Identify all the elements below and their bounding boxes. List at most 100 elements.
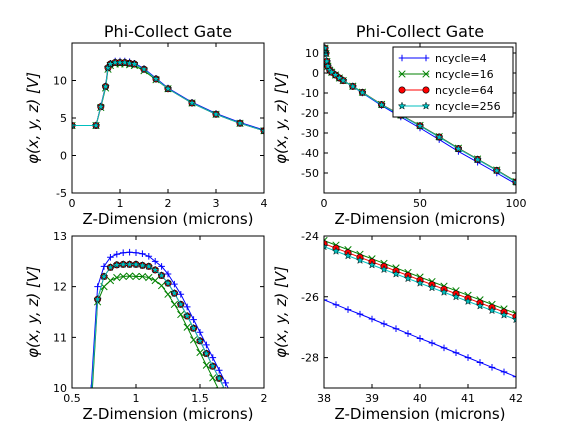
data-point <box>189 336 198 344</box>
x-tick-label: 1 <box>117 197 124 210</box>
data-point <box>454 144 463 153</box>
data-point <box>138 272 147 281</box>
data-point <box>170 300 179 309</box>
data-point <box>151 258 159 265</box>
data-point <box>183 303 191 311</box>
y-tick-label: 0 <box>60 150 67 163</box>
data-point <box>91 120 101 130</box>
data-point <box>144 261 154 271</box>
y-tick-label: 11 <box>53 331 67 344</box>
x-tick-label: 41 <box>461 392 475 405</box>
data-point <box>170 288 179 297</box>
y-tick-label: -24 <box>301 230 319 243</box>
legend-entry: ncycle=256 <box>397 100 501 113</box>
data-point <box>120 57 130 67</box>
data-point <box>163 278 173 287</box>
data-point <box>130 59 139 68</box>
data-point <box>196 348 204 357</box>
legend: ncycle=4 ncycle=16 ncycle=64 ncycle=256 <box>392 46 514 118</box>
data-point <box>488 364 496 371</box>
y-tick-label: 12 <box>53 281 67 294</box>
data-point <box>415 121 425 130</box>
data-point <box>96 102 106 111</box>
data-point <box>209 354 217 361</box>
data-point <box>163 84 173 93</box>
data-point <box>331 246 341 255</box>
x-tick-label: 40 <box>413 392 427 405</box>
data-point <box>380 320 388 328</box>
legend-label: ncycle=64 <box>435 84 494 97</box>
data-point <box>348 81 358 91</box>
data-point <box>211 109 221 118</box>
data-point <box>119 272 127 281</box>
y-tick-label: -40 <box>301 147 319 160</box>
data-point <box>214 373 224 383</box>
data-point <box>358 88 367 97</box>
data-point <box>202 349 211 358</box>
data-point <box>107 253 114 261</box>
data-point <box>434 132 444 141</box>
legend-entry: ncycle=4 <box>398 52 487 65</box>
data-point <box>428 339 436 347</box>
data-point <box>177 290 185 298</box>
legend-marker <box>398 70 406 78</box>
data-point <box>113 273 121 282</box>
data-point <box>208 361 218 370</box>
data-point <box>158 263 165 270</box>
x-axis-label: Z-Dimension (microns) <box>335 210 506 228</box>
x-tick-label: 4 <box>261 197 268 210</box>
y-axis-label: φ(x, y, z) [V] <box>24 266 42 358</box>
data-point <box>182 311 192 320</box>
data-point <box>94 283 101 290</box>
data-point <box>259 126 264 135</box>
data-point <box>187 98 197 107</box>
data-point <box>151 74 161 83</box>
chart-title: Phi-Collect Gate <box>104 22 232 41</box>
data-point <box>377 100 386 109</box>
data-point <box>203 341 210 349</box>
data-point <box>473 155 482 164</box>
legend-marker <box>421 101 431 110</box>
plot-area <box>324 43 516 188</box>
data-point <box>415 278 425 287</box>
data-point <box>106 276 115 285</box>
data-point <box>112 260 122 269</box>
series-line-1 <box>90 251 229 388</box>
data-point <box>139 64 149 73</box>
data-point <box>451 292 461 301</box>
y-tick-label: -50 <box>301 167 319 180</box>
data-point <box>324 61 333 70</box>
data-point <box>511 315 516 324</box>
data-point <box>427 283 437 292</box>
data-point <box>138 260 147 270</box>
legend-label: ncycle=256 <box>435 100 501 113</box>
data-point <box>332 301 340 309</box>
x-tick-label: 2 <box>261 392 268 405</box>
data-point <box>344 306 352 313</box>
data-point <box>202 361 211 369</box>
data-point <box>87 384 95 388</box>
data-point <box>131 259 141 269</box>
plot-area <box>72 57 264 135</box>
legend-marker <box>398 54 406 62</box>
data-point <box>416 335 424 342</box>
data-point <box>492 166 502 175</box>
data-point <box>235 118 245 127</box>
x-tick-label: 0 <box>69 197 76 210</box>
data-point <box>324 296 328 304</box>
x-axis-label: Z-Dimension (microns) <box>335 405 506 423</box>
subplot-4: 38 39 40 41 42 -28 -26 -24 Z-Dimension (microns)… <box>272 230 523 423</box>
data-point <box>177 310 185 319</box>
data-point <box>145 273 153 282</box>
data-point <box>139 250 146 258</box>
data-point <box>464 354 472 361</box>
data-point <box>222 379 229 387</box>
data-point <box>196 328 204 336</box>
x-tick-label: 3 <box>213 197 220 210</box>
data-point <box>125 58 134 67</box>
plot-area <box>324 236 516 381</box>
x-tick-label: 2 <box>165 197 172 210</box>
y-tick-label: -5 <box>56 187 67 200</box>
data-point <box>403 274 413 283</box>
data-point <box>335 73 344 82</box>
